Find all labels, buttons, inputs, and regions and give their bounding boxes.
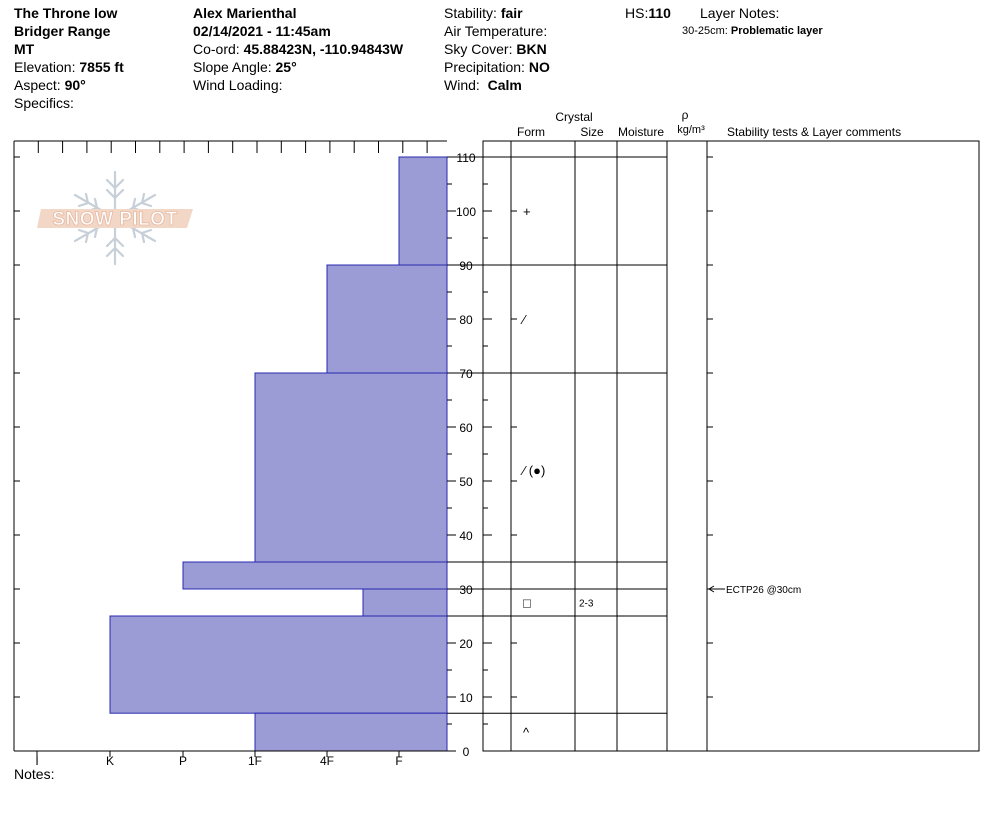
snowpilot-logo: SNOW PILOT [37, 170, 193, 266]
depth-label: 110 [456, 151, 475, 165]
notes-label: Notes: [14, 766, 55, 782]
test-arrow-head [708, 585, 715, 593]
stability-comments-header: Stability tests & Layer comments [727, 125, 902, 139]
depth-label: 10 [459, 691, 473, 705]
crystal-form-symbol: + [523, 204, 531, 219]
crystal-header: Crystal [555, 110, 593, 124]
crystal-form-symbol: ⁄ (●) [520, 463, 545, 478]
depth-label: 70 [459, 367, 473, 381]
chart-frames [13, 140, 980, 752]
wind-loading: Wind Loading: [193, 77, 283, 93]
hardness-bar [326, 264, 448, 374]
slope-angle: Slope Angle: 25° [193, 59, 297, 75]
hardness-label: 1F [248, 754, 262, 768]
depth-label: 60 [459, 421, 473, 435]
table-frame [482, 140, 980, 752]
layer-note: 30-25cm: Problematic layer [682, 25, 823, 37]
depth-label: 80 [459, 313, 473, 327]
hardness-bar [254, 712, 448, 752]
crystal-form-symbol: □ [523, 596, 531, 611]
specifics: Specifics: [14, 95, 74, 111]
density-symbol: ρ [681, 108, 689, 122]
moisture-header: Moisture [617, 125, 664, 139]
stability-test-label: ECTP26 @30cm [726, 585, 801, 596]
hardness-bar [109, 615, 448, 714]
observer-name: Alex Marienthal [193, 5, 297, 21]
snow-height: HS:110 [625, 5, 671, 21]
range-name: Bridger Range [14, 23, 111, 39]
layer-lines [447, 156, 667, 714]
hardness-bar [182, 561, 448, 590]
hardness-bar [398, 156, 448, 266]
depth-label: 90 [459, 259, 473, 273]
hardness-label: P [179, 754, 187, 768]
hardness-bars [109, 156, 448, 752]
depth-label: 20 [459, 637, 473, 651]
density-unit: kg/m³ [677, 124, 705, 136]
aspect: Aspect: 90° [14, 77, 86, 93]
state-name: MT [14, 41, 35, 57]
observation-datetime: 02/14/2021 - 11:45am [193, 23, 331, 39]
size-header: Size [580, 125, 604, 139]
crystal-forms: + ⁄ ⁄ (●) □ 2-3 ^ [520, 204, 594, 740]
depth-label: 100 [456, 205, 476, 219]
depth-label: 40 [459, 529, 473, 543]
hardness-bar [362, 588, 448, 617]
precipitation: Precipitation: NO [444, 59, 550, 75]
hardness-label: 4F [320, 754, 334, 768]
layer-notes-label: Layer Notes: [700, 5, 780, 21]
logo-text: SNOW PILOT [52, 209, 177, 230]
hardness-label: F [395, 754, 402, 768]
stability: Stability: fair [444, 5, 523, 21]
location-name: The Throne low [14, 5, 118, 21]
depth-label: 0 [463, 745, 470, 759]
depth-axis: 0 10 20 30 40 50 60 70 80 90 100 110 [447, 151, 713, 759]
hardness-axis: I K P 1F 4F F [35, 751, 403, 768]
crystal-form-symbol: ^ [523, 725, 530, 740]
wind: Wind: Calm [444, 77, 522, 93]
sky-cover: Sky Cover: BKN [444, 41, 547, 57]
form-header: Form [517, 125, 545, 139]
depth-label: 30 [459, 583, 473, 597]
crystal-form-symbol: ⁄ [520, 312, 527, 327]
elevation: Elevation: 7855 ft [14, 59, 124, 75]
hardness-label: K [106, 754, 114, 768]
stability-tests: ECTP26 @30cm [708, 585, 801, 596]
depth-label: 50 [459, 475, 473, 489]
air-temperature: Air Temperature: [444, 23, 548, 39]
crystal-size: 2-3 [579, 599, 594, 610]
coordinates: Co-ord: 45.88423N, -110.94843W [193, 41, 404, 57]
hardness-label: I [35, 754, 38, 768]
hardness-bar [254, 372, 448, 563]
